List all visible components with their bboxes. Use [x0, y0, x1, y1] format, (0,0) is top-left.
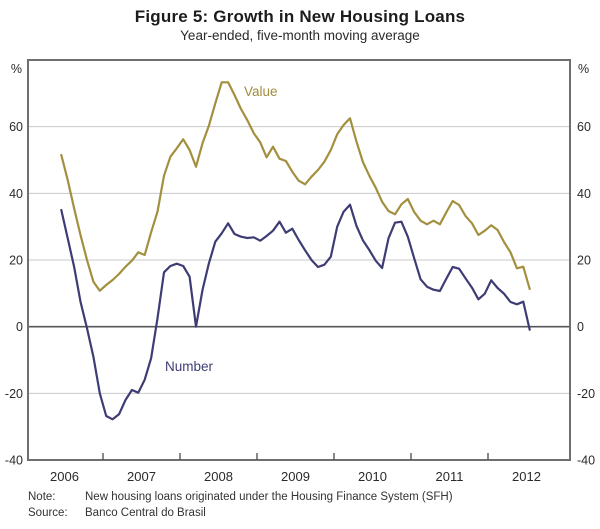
- series-label-number: Number: [165, 359, 214, 374]
- y-tick-label-left--20: -20: [5, 387, 23, 401]
- y-tick-label-right--40: -40: [577, 454, 595, 468]
- source-label: Source:: [28, 507, 68, 519]
- series-label-value: Value: [244, 84, 278, 99]
- x-year-label-2011: 2011: [436, 469, 464, 484]
- x-year-label-2009: 2009: [281, 469, 310, 484]
- x-year-label-2010: 2010: [358, 469, 387, 484]
- x-year-label-2007: 2007: [127, 469, 156, 484]
- note-text: New housing loans originated under the H…: [85, 491, 453, 503]
- y-tick-label-left-20: 20: [9, 254, 23, 268]
- x-year-label-2006: 2006: [50, 469, 79, 484]
- chart-subtitle: Year-ended, five-month moving average: [180, 28, 420, 43]
- y-axis-unit-left: %: [10, 62, 22, 76]
- y-tick-label-left-0: 0: [16, 320, 23, 334]
- y-tick-label-right-0: 0: [577, 320, 584, 334]
- x-year-label-2008: 2008: [204, 469, 233, 484]
- y-tick-label-right-20: 20: [577, 254, 591, 268]
- y-axis-unit-right: %: [578, 62, 590, 76]
- series-line-value: [60, 81, 531, 292]
- y-tick-label-left-40: 40: [9, 187, 23, 201]
- y-tick-label-right-60: 60: [577, 120, 591, 134]
- y-tick-label-left-60: 60: [9, 120, 23, 134]
- y-tick-label-right-40: 40: [577, 187, 591, 201]
- y-tick-label-left--40: -40: [5, 454, 23, 468]
- note-label: Note:: [28, 491, 56, 503]
- x-year-label-2012: 2012: [512, 469, 541, 484]
- y-tick-label-right--20: -20: [577, 387, 595, 401]
- chart-title: Figure 5: Growth in New Housing Loans: [134, 7, 466, 26]
- series-line-number: [60, 203, 531, 421]
- plot-frame: [27, 59, 571, 461]
- source-text: Banco Central do Brasil: [85, 507, 206, 519]
